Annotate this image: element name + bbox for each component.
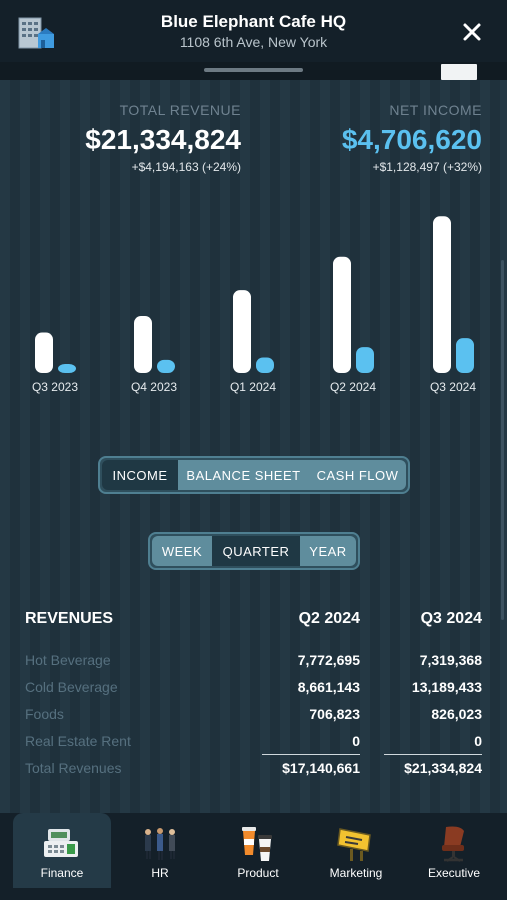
column-header-q3-2024: Q3 2024 <box>420 610 482 627</box>
billboard-icon <box>337 828 371 861</box>
bar-revenue-q3-2024 <box>433 216 451 373</box>
period-week[interactable]: WEEK <box>152 536 212 566</box>
row-value-total-revenues-q3: $21,334,824 <box>404 760 482 776</box>
net-income-delta: +$1,128,497 (+32%) <box>372 160 482 174</box>
bar-income-q4-2023 <box>157 359 175 373</box>
table-title: REVENUES <box>25 610 114 627</box>
row-label-hot-beverage: Hot Beverage <box>25 652 111 668</box>
row-value-real-estate-rent-q3: 0 <box>474 733 482 749</box>
sum-rule-q3 <box>384 754 482 755</box>
row-value-hot-beverage-q2: 7,772,695 <box>297 652 360 668</box>
coffee-cups-icon <box>242 827 272 861</box>
row-value-total-revenues-q2: $17,140,661 <box>282 760 360 776</box>
finance-panel: TOTAL REVENUE $21,334,824 +$4,194,163 (+… <box>0 80 507 813</box>
x-tick-label: Q3 2024 <box>430 380 476 394</box>
sum-rule-q2 <box>262 754 360 755</box>
bar-income-q2-2024 <box>356 347 374 373</box>
tab-label-hr: HR <box>151 866 169 880</box>
tab-hr[interactable]: HR <box>111 813 209 888</box>
row-label-foods: Foods <box>25 706 64 722</box>
bar-income-q3-2023 <box>58 364 76 373</box>
tab-label-marketing: Marketing <box>329 866 383 880</box>
tab-income[interactable]: INCOME <box>102 460 178 490</box>
row-label-real-estate-rent: Real Estate Rent <box>25 733 131 749</box>
row-label-cold-beverage: Cold Beverage <box>25 679 118 695</box>
net-income-value: $4,706,620 <box>341 124 482 155</box>
bar-revenue-q4-2023 <box>134 316 152 373</box>
bar-income-q3-2024 <box>456 338 474 373</box>
bar-revenue-q3-2023 <box>35 332 53 373</box>
statement-selector: INCOME BALANCE SHEET CASH FLOW <box>98 456 410 494</box>
total-revenue-value: $21,334,824 <box>85 124 241 155</box>
net-income-label: NET INCOME <box>389 102 482 118</box>
period-selector: WEEK QUARTER YEAR <box>148 532 360 570</box>
tab-balance-sheet[interactable]: BALANCE SHEET <box>178 460 309 490</box>
tab-finance[interactable]: Finance <box>13 813 111 888</box>
bar-revenue-q1-2024 <box>233 290 251 373</box>
cash-register-icon <box>44 829 78 857</box>
row-value-foods-q2: 706,823 <box>309 706 360 722</box>
office-chair-icon <box>442 826 464 862</box>
company-address: 1108 6th Ave, New York <box>179 34 328 50</box>
company-name: Blue Elephant Cafe HQ <box>160 12 347 31</box>
revenue-income-chart: Q3 2023 Q4 2023 Q1 2024 Q2 2024 Q3 2024 <box>32 216 476 394</box>
tab-label-product: Product <box>237 866 279 880</box>
bottom-tab-bar: Finance HR Product Marketing <box>0 813 507 900</box>
x-tick-label: Q1 2024 <box>230 380 276 394</box>
row-value-cold-beverage-q2: 8,661,143 <box>297 679 360 695</box>
drag-handle[interactable] <box>204 68 303 72</box>
tab-executive[interactable]: Executive <box>405 813 503 888</box>
building-icon <box>18 17 54 49</box>
tab-cash-flow[interactable]: CASH FLOW <box>309 460 406 490</box>
tab-label-finance: Finance <box>40 866 84 880</box>
column-header-q2-2024: Q2 2024 <box>298 610 360 627</box>
period-year[interactable]: YEAR <box>300 536 356 566</box>
header: Blue Elephant Cafe HQ 1108 6th Ave, New … <box>0 0 507 62</box>
x-tick-label: Q3 2023 <box>32 380 78 394</box>
row-value-hot-beverage-q3: 7,319,368 <box>419 652 482 668</box>
total-revenue-label: TOTAL REVENUE <box>119 102 241 118</box>
row-label-total-revenues: Total Revenues <box>25 760 122 776</box>
row-value-cold-beverage-q3: 13,189,433 <box>411 679 482 695</box>
period-quarter[interactable]: QUARTER <box>212 536 300 566</box>
x-tick-label: Q2 2024 <box>330 380 376 394</box>
tab-marketing[interactable]: Marketing <box>307 813 405 888</box>
background-window-edge <box>441 64 477 80</box>
bar-income-q1-2024 <box>256 357 274 373</box>
total-revenue-delta: +$4,194,163 (+24%) <box>131 160 241 174</box>
close-icon[interactable] <box>458 18 486 46</box>
tab-product[interactable]: Product <box>209 813 307 888</box>
drag-bar <box>0 62 507 80</box>
bar-revenue-q2-2024 <box>333 256 351 373</box>
row-value-real-estate-rent-q2: 0 <box>352 733 360 749</box>
x-tick-label: Q4 2023 <box>131 380 177 394</box>
tab-label-executive: Executive <box>427 866 481 880</box>
row-value-foods-q3: 826,023 <box>431 706 482 722</box>
people-icon <box>145 828 175 860</box>
scrollbar[interactable] <box>501 260 504 620</box>
